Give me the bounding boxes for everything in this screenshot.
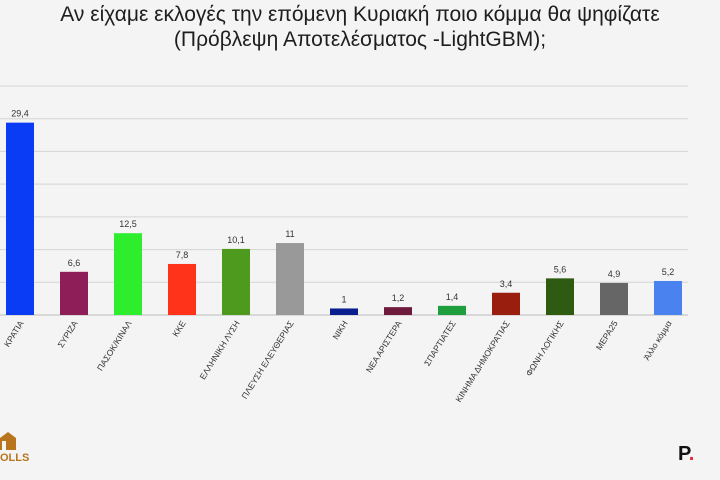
bar <box>654 280 682 315</box>
publisher-logo: P. <box>678 443 694 466</box>
pollster-logo-text: OLLS <box>0 452 29 464</box>
value-label: 1,4 <box>446 292 459 302</box>
bar <box>114 233 142 315</box>
bar <box>60 271 88 315</box>
bar <box>384 307 412 315</box>
value-label: 1,2 <box>392 293 405 303</box>
chart-title-line-2: (Πρόβλεψη Αποτελέσματος -LightGBM); <box>173 28 547 51</box>
value-label: 12,5 <box>119 219 137 229</box>
category-label: ΕΛΛΗΝΙΚΗ ΛΥΣΗ <box>197 319 241 382</box>
category-labels: ΚΡΑΤΙΑ ΣΥΡΙΖΑ ΠΑΣΟΚ/ΚΙΝΑΛ ΚΚΕ ΕΛΛΗΝΙΚΗ ΛΥΣΗΠ… <box>2 318 674 403</box>
publisher-logo-text: P <box>678 443 689 465</box>
value-label: 1 <box>341 294 346 304</box>
category-label: ΠΛΕΥΣΗ ΕΛΕΥΘΕΡΙΑΣ <box>239 319 295 401</box>
value-label: 11 <box>285 229 294 239</box>
category-label: ΚΚΕ <box>170 318 188 338</box>
value-label: 29,4 <box>11 109 29 119</box>
bar <box>546 278 574 315</box>
value-label: 7,8 <box>176 250 189 260</box>
value-label: 5,6 <box>554 264 567 274</box>
category-label: ΜΕΡΑ25 <box>594 319 620 352</box>
bars <box>6 122 682 315</box>
bar <box>276 243 304 315</box>
bar <box>438 305 466 315</box>
category-label: ΠΑΣΟΚ/ΚΙΝΑΛ <box>95 318 134 372</box>
chart-title-line-1: Αν είχαμε εκλογές την επόμενη Κυριακή πο… <box>60 3 660 26</box>
bar <box>222 248 250 315</box>
category-label: ΦΩΝΗ ΛΟΓΙΚΗΣ <box>524 319 566 378</box>
value-label: 5,2 <box>662 267 675 277</box>
pollster-logo: OLLS <box>0 432 29 464</box>
category-label: ΝΕΑ ΑΡΙΣΤΕΡΑ <box>364 318 404 374</box>
bar <box>168 263 196 315</box>
category-label: ΣΠΑΡΤΙΑΤΕΣ <box>422 319 458 368</box>
category-label: ΚΡΑΤΙΑ <box>2 318 26 348</box>
bar <box>330 308 358 315</box>
category-label: Άλλο κόμμα <box>642 319 674 362</box>
bar <box>492 292 520 315</box>
value-label: 4,9 <box>608 269 621 279</box>
category-label: ΚΙΝΗΜΑ ΔΗΜΟΚΡΑΤΙΑΣ <box>453 319 511 404</box>
value-label: 10,1 <box>227 235 245 245</box>
value-label: 6,6 <box>68 258 81 268</box>
chart-title: Αν είχαμε εκλογές την επόμενη Κυριακή πο… <box>0 0 720 52</box>
publisher-logo-dot: . <box>688 443 695 465</box>
category-label: ΣΥΡΙΖΑ <box>55 318 79 349</box>
bar <box>600 282 628 315</box>
value-label: 3,4 <box>500 279 513 289</box>
gridlines <box>0 85 688 316</box>
category-label: ΝΙΚΗ <box>330 319 349 342</box>
bar <box>6 122 34 315</box>
